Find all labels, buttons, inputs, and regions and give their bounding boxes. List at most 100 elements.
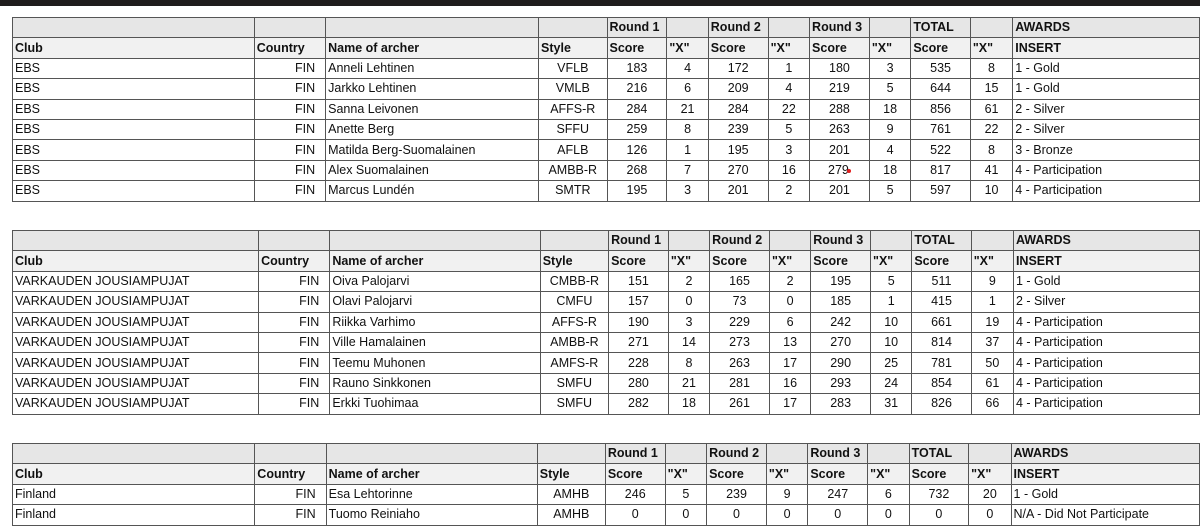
cell-archer-name[interactable]: Tuomo Reiniaho xyxy=(325,504,538,526)
header-cell-round1-x[interactable] xyxy=(667,229,711,252)
cell-round3-x[interactable]: 6 xyxy=(867,483,910,506)
cell-round1-score[interactable]: 190 xyxy=(608,311,669,333)
cell-club[interactable]: EBS xyxy=(12,159,255,182)
cell-archer-name[interactable]: Matilda Berg-Suomalainen xyxy=(325,139,540,161)
cell-round2-x[interactable]: 4 xyxy=(767,78,811,100)
cell-round3-x[interactable]: 18 xyxy=(868,159,912,182)
cell-archer-name[interactable]: Riikka Varhimo xyxy=(329,311,541,333)
cell-club[interactable]: VARKAUDEN JOUSIAMPUJAT xyxy=(11,291,260,313)
cell-archer-name[interactable]: Oiva Palojarvi xyxy=(329,270,541,293)
cell-archer-name[interactable]: Jarkko Lehtinen xyxy=(325,78,540,100)
cell-total-x[interactable]: 0 xyxy=(968,504,1012,526)
cell-round2-score[interactable]: 284 xyxy=(707,98,769,120)
cell-round1-score[interactable]: 282 xyxy=(608,393,669,415)
cell-total-score[interactable]: 597 xyxy=(910,180,971,202)
cell-round2-score[interactable]: 263 xyxy=(709,352,770,374)
cell-round1-x[interactable]: 5 xyxy=(664,483,708,506)
cell-style[interactable]: VFLB xyxy=(538,57,608,80)
cell-round2-score[interactable]: 270 xyxy=(707,159,769,182)
header-cell-round2-x[interactable]: "X" xyxy=(765,463,809,485)
cell-style[interactable]: AMHB xyxy=(536,504,606,526)
cell-total-x[interactable]: 37 xyxy=(970,331,1014,354)
header-cell-round3-x[interactable]: "X" xyxy=(870,250,913,272)
cell-round3-score[interactable]: 185 xyxy=(810,291,872,313)
cell-round2-score[interactable]: 195 xyxy=(707,139,769,161)
cell-round3-x[interactable]: 9 xyxy=(868,118,912,141)
cell-round2-x[interactable]: 17 xyxy=(768,393,812,415)
cell-round1-score[interactable]: 151 xyxy=(608,270,669,293)
cell-round3-x[interactable]: 10 xyxy=(870,311,913,333)
cell-round2-x[interactable]: 16 xyxy=(768,372,812,395)
cell-round2-x[interactable]: 9 xyxy=(765,483,809,506)
header-cell-country[interactable]: Country xyxy=(253,37,327,59)
cell-round1-score[interactable]: 228 xyxy=(608,352,669,374)
cell-total-score[interactable]: 535 xyxy=(910,57,971,80)
header-cell-total-score[interactable]: TOTAL xyxy=(910,16,971,39)
cell-total-x[interactable]: 15 xyxy=(969,78,1014,100)
cell-round1-score[interactable]: 271 xyxy=(608,331,669,354)
cell-archer-name[interactable]: Rauno Sinkkonen xyxy=(329,372,541,395)
cell-round1-x[interactable]: 6 xyxy=(666,78,709,100)
cell-total-score[interactable]: 826 xyxy=(911,393,972,415)
cell-country[interactable]: FIN xyxy=(253,139,327,161)
header-cell-country[interactable]: Country xyxy=(254,463,327,485)
cell-total-score[interactable]: 644 xyxy=(910,78,971,100)
cell-total-score[interactable]: 817 xyxy=(910,159,971,182)
cell-round1-x[interactable]: 3 xyxy=(666,180,709,202)
cell-total-score[interactable]: 854 xyxy=(911,372,972,395)
cell-club[interactable]: Finland xyxy=(11,504,256,526)
cell-round1-x[interactable]: 0 xyxy=(667,291,711,313)
header-cell-round2-x[interactable] xyxy=(767,16,811,39)
cell-round2-x[interactable]: 13 xyxy=(768,331,812,354)
header-cell-style[interactable]: Style xyxy=(538,37,608,59)
header-cell-club[interactable] xyxy=(12,16,255,39)
cell-archer-name[interactable]: Alex Suomalainen xyxy=(325,159,540,182)
cell-round3-score[interactable]: 293 xyxy=(810,372,872,395)
cell-round1-x[interactable]: 21 xyxy=(667,372,711,395)
header-cell-round2-x[interactable]: "X" xyxy=(768,250,812,272)
header-cell-style[interactable] xyxy=(538,16,608,39)
cell-award[interactable]: 1 - Gold xyxy=(1012,57,1200,80)
header-cell-round1-x[interactable] xyxy=(666,16,709,39)
cell-total-x[interactable]: 20 xyxy=(968,483,1012,506)
header-cell-round3-x[interactable] xyxy=(867,442,910,465)
header-cell-round1-x[interactable]: "X" xyxy=(667,250,711,272)
cell-archer-name[interactable]: Marcus Lundén xyxy=(325,180,540,202)
cell-style[interactable]: CMBB-R xyxy=(539,270,610,293)
cell-award[interactable]: 1 - Gold xyxy=(1012,78,1200,100)
cell-style[interactable]: VMLB xyxy=(538,78,608,100)
cell-round1-score[interactable]: 259 xyxy=(606,118,668,141)
cell-round3-x[interactable]: 0 xyxy=(867,504,910,526)
cell-round1-score[interactable]: 280 xyxy=(608,372,669,395)
header-cell-style[interactable] xyxy=(536,442,606,465)
cell-total-x[interactable]: 22 xyxy=(969,118,1014,141)
cell-round3-x[interactable]: 4 xyxy=(868,139,912,161)
cell-club[interactable]: VARKAUDEN JOUSIAMPUJAT xyxy=(11,352,260,374)
cell-round2-score[interactable]: 172 xyxy=(707,57,769,80)
cell-round3-score[interactable]: 247 xyxy=(807,483,869,506)
header-cell-round3-x[interactable] xyxy=(868,16,912,39)
cell-total-score[interactable]: 511 xyxy=(911,270,972,293)
cell-style[interactable]: AMBB-R xyxy=(539,331,610,354)
cell-round1-score[interactable]: 216 xyxy=(606,78,668,100)
cell-total-x[interactable]: 61 xyxy=(970,372,1014,395)
header-cell-round2-x[interactable] xyxy=(768,229,812,252)
cell-round1-x[interactable]: 8 xyxy=(667,352,711,374)
cell-total-x[interactable]: 41 xyxy=(969,159,1014,182)
comment-indicator-icon[interactable] xyxy=(846,168,851,173)
cell-round3-x[interactable]: 3 xyxy=(868,57,912,80)
cell-round2-score[interactable]: 0 xyxy=(706,504,767,526)
cell-total-score[interactable]: 0 xyxy=(908,504,970,526)
header-cell-round2-score[interactable]: Round 2 xyxy=(707,16,769,39)
cell-round2-x[interactable]: 2 xyxy=(767,180,811,202)
header-cell-round3-score[interactable]: Round 3 xyxy=(810,229,872,252)
header-cell-award[interactable]: INSERT xyxy=(1012,37,1200,59)
cell-round2-x[interactable]: 5 xyxy=(767,118,811,141)
header-cell-total-score[interactable]: Score xyxy=(911,250,972,272)
header-cell-country[interactable] xyxy=(253,16,327,39)
cell-round1-score[interactable]: 157 xyxy=(608,291,669,313)
cell-round3-x[interactable]: 24 xyxy=(870,372,913,395)
cell-round3-score[interactable]: 283 xyxy=(810,393,872,415)
cell-round2-score[interactable]: 273 xyxy=(709,331,770,354)
cell-round1-x[interactable]: 3 xyxy=(667,311,711,333)
